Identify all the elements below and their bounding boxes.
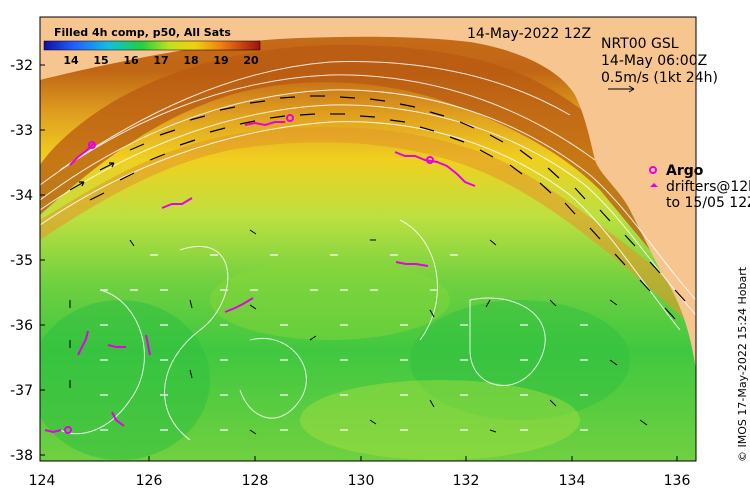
drifter-legend-line1: drifters@12h bbox=[666, 179, 750, 195]
credit-label: © IMOS 17-May-2022 15:24 Hobart bbox=[736, 266, 749, 462]
date-label: 14-May-2022 12Z bbox=[467, 26, 592, 42]
drifter-track bbox=[395, 261, 429, 267]
argo-float-marker bbox=[88, 141, 96, 149]
argo-float-marker bbox=[64, 426, 72, 434]
colorbar-tick: 18 bbox=[183, 54, 198, 67]
y-tick-label: -37 bbox=[10, 383, 33, 399]
colorbar-tick: 14 bbox=[63, 54, 79, 67]
warm-current-band bbox=[40, 45, 696, 290]
drifter-track bbox=[145, 334, 151, 356]
product-line: 0.5m/s (1kt 24h) bbox=[601, 70, 718, 86]
drifter-track bbox=[244, 121, 285, 127]
land-australia bbox=[40, 17, 696, 370]
x-tick-label: 134 bbox=[559, 473, 586, 489]
drifter-track bbox=[394, 151, 476, 187]
drifter-track bbox=[107, 344, 126, 348]
argo-legend-icon bbox=[649, 166, 657, 174]
argo-legend: Argo drifters@12h to 15/05 12Z bbox=[650, 163, 750, 211]
x-tick-label: 132 bbox=[453, 473, 480, 489]
product-label: NRT00 GSL 14-May 06:00Z 0.5m/s (1kt 24h) bbox=[601, 36, 718, 87]
drifter-legend-icon bbox=[650, 183, 658, 187]
colorbar-tick: 20 bbox=[243, 54, 259, 67]
argo-float-marker bbox=[426, 156, 434, 164]
x-tick-label: 128 bbox=[242, 473, 269, 489]
colorbar-tick: 17 bbox=[153, 54, 168, 67]
y-tick-label: -33 bbox=[10, 123, 33, 139]
y-tick-label: -35 bbox=[10, 253, 33, 269]
drifter-track bbox=[111, 411, 125, 427]
x-tick-label: 126 bbox=[136, 473, 163, 489]
y-tick-label: -32 bbox=[10, 58, 33, 74]
drifter-legend-line2: to 15/05 12Z bbox=[666, 195, 750, 211]
x-tick-label: 124 bbox=[29, 473, 56, 489]
drifter-track bbox=[161, 197, 193, 209]
colorbar bbox=[43, 40, 261, 51]
argo-float-marker bbox=[286, 114, 294, 122]
colorbar-tick: 16 bbox=[123, 54, 139, 67]
product-line: 14-May 06:00Z bbox=[601, 53, 708, 69]
plot-frame bbox=[39, 16, 697, 462]
y-tick-label: -38 bbox=[10, 448, 33, 464]
y-tick-label: -36 bbox=[10, 318, 33, 334]
drifter-track bbox=[224, 297, 254, 313]
drifter-track bbox=[77, 330, 89, 356]
colorbar-tick: 15 bbox=[93, 54, 108, 67]
x-tick-label: 136 bbox=[664, 473, 691, 489]
y-tick-label: -34 bbox=[10, 188, 33, 204]
argo-legend-label: Argo bbox=[666, 163, 704, 179]
drifter-track bbox=[44, 429, 62, 434]
product-line: NRT00 GSL bbox=[601, 36, 679, 52]
x-tick-label: 130 bbox=[348, 473, 375, 489]
colorbar-tick: 19 bbox=[213, 54, 228, 67]
colorbar-title: Filled 4h comp, p50, All Sats bbox=[54, 26, 231, 39]
